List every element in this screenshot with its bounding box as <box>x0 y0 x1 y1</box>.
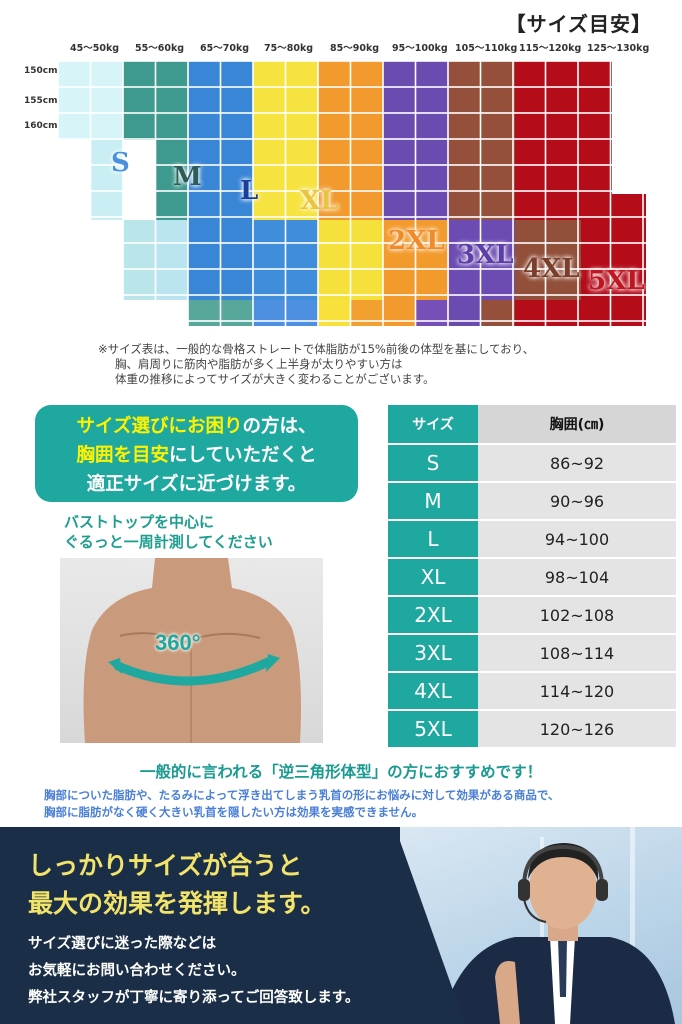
recommendation-heading: 一般的に言われる「逆三角形体型」の方におすすめです！ <box>139 763 543 781</box>
chest-cell: 98~104 <box>478 557 676 595</box>
bubble-text: の方は、 <box>242 416 317 437</box>
size-cell: 2XL <box>388 595 478 633</box>
size-grid <box>0 61 682 340</box>
banner-sub-line: お気軽にお問い合わせください。 <box>28 962 246 979</box>
size-table: サイズ 胸囲(㎝) S 86~92 M 90~96 L 94~100 XL 98~104… <box>388 405 676 747</box>
table-row: L 94~100 <box>388 519 676 557</box>
grid-size-s: S <box>111 148 130 178</box>
banner-sub-line: サイズ選びに迷った際などは <box>28 935 217 952</box>
table-row: XL 98~104 <box>388 557 676 595</box>
weight-label: 85〜90kg <box>330 43 380 54</box>
size-cell: M <box>388 481 478 519</box>
recommendation-line: 胸部に脂肪がなく硬く大きい乳首を隠したい方は効果を実感できません。 <box>44 805 424 819</box>
size-cell: 5XL <box>388 709 478 747</box>
note-line: 体重の推移によってサイズが大きく変わることがございます。 <box>115 372 435 386</box>
measure-line: バストトップを中心に <box>64 513 215 531</box>
size-note: ※サイズ表は、一般的な骨格ストレートで体脂肪が15%前後の体型を基にしており、 … <box>98 342 658 387</box>
height-label: 155cm <box>24 96 58 106</box>
page-title: 【サイズ目安】 <box>505 12 652 36</box>
table-header-size: サイズ <box>388 405 478 443</box>
grid-size-xl: XL <box>300 186 339 216</box>
measure-instruction: バストトップを中心に ぐるっと一周計測してください <box>64 512 273 552</box>
grid-size-3xl: 3XL <box>457 240 514 270</box>
chest-cell: 108~114 <box>478 633 676 671</box>
size-cell: XL <box>388 557 478 595</box>
chest-cell: 86~92 <box>478 443 676 481</box>
bubble-text: にしていただくと <box>169 445 317 466</box>
grid-size-m: M <box>173 162 202 192</box>
advice-bubble: サイズ選びにお困りの方は、 胸囲を目安にしていただくと 適正サイズに近づけます。 <box>35 405 358 502</box>
weight-label: 125〜130kg <box>587 43 650 54</box>
size-cell: 3XL <box>388 633 478 671</box>
recommendation-line: 胸部についた脂肪や、たるみによって浮き出てしまう乳首の形にお悩みに対して効果があ… <box>44 788 560 802</box>
chest-cell: 102~108 <box>478 595 676 633</box>
size-cell: 4XL <box>388 671 478 709</box>
banner-headline: しっかりサイズが合うと 最大の効果を発揮します。 <box>28 847 326 923</box>
weight-label: 75〜80kg <box>264 43 314 54</box>
grid-size-l: L <box>240 176 259 206</box>
size-cell: L <box>388 519 478 557</box>
table-row: 3XL 108~114 <box>388 633 676 671</box>
weight-label: 105〜110kg <box>455 43 518 54</box>
height-label: 160cm <box>24 121 58 131</box>
grid-size-5xl: 5XL <box>588 266 645 296</box>
weight-label: 65〜70kg <box>200 43 250 54</box>
contact-banner: しっかりサイズが合うと 最大の効果を発揮します。 サイズ選びに迷った際などは お… <box>0 827 682 1024</box>
table-row: 5XL 120~126 <box>388 709 676 747</box>
grid-size-4xl: 4XL <box>523 254 580 284</box>
bubble-highlight: サイズ選びにお困り <box>76 416 243 437</box>
chest-cell: 90~96 <box>478 481 676 519</box>
banner-headline-line: 最大の効果を発揮します。 <box>28 889 326 918</box>
size-cell: S <box>388 443 478 481</box>
table-row: M 90~96 <box>388 481 676 519</box>
note-line: ※サイズ表は、一般的な骨格ストレートで体脂肪が15%前後の体型を基にしており、 <box>98 342 535 356</box>
torso-illustration <box>83 558 301 743</box>
measure-line: ぐるっと一周計測してください <box>64 533 273 551</box>
bubble-highlight: 胸囲を目安 <box>76 445 170 466</box>
torso-photo: 360° <box>60 558 323 743</box>
chest-cell: 114~120 <box>478 671 676 709</box>
degree-label: 360° <box>155 630 201 655</box>
banner-subtext: サイズ選びに迷った際などは お気軽にお問い合わせください。 弊社スタッフが丁寧に… <box>28 930 359 1011</box>
bubble-text: 適正サイズに近づけます。 <box>86 474 307 495</box>
weight-label: 95〜100kg <box>392 43 448 54</box>
recommendation-detail: 胸部についた脂肪や、たるみによって浮き出てしまう乳首の形にお悩みに対して効果があ… <box>44 787 559 821</box>
table-header-chest: 胸囲(㎝) <box>478 405 676 443</box>
table-row: S 86~92 <box>388 443 676 481</box>
grid-size-2xl: 2XL <box>388 226 445 256</box>
table-header-row: サイズ 胸囲(㎝) <box>388 405 676 443</box>
weight-label: 55〜60kg <box>135 43 185 54</box>
height-label: 150cm <box>24 66 58 76</box>
note-line: 胸、肩周りに筋肉や脂肪が多く上半身が太りやすい方は <box>115 357 403 371</box>
table-row: 4XL 114~120 <box>388 671 676 709</box>
weight-label: 115〜120kg <box>519 43 582 54</box>
support-staff-illustration <box>440 827 675 1024</box>
banner-sub-line: 弊社スタッフが丁寧に寄り添ってご回答致します。 <box>28 989 360 1006</box>
banner-divider <box>395 827 465 1024</box>
chest-cell: 94~100 <box>478 519 676 557</box>
table-row: 2XL 102~108 <box>388 595 676 633</box>
chest-cell: 120~126 <box>478 709 676 747</box>
weight-label: 45〜50kg <box>70 43 120 54</box>
banner-headline-line: しっかりサイズが合うと <box>28 851 303 880</box>
